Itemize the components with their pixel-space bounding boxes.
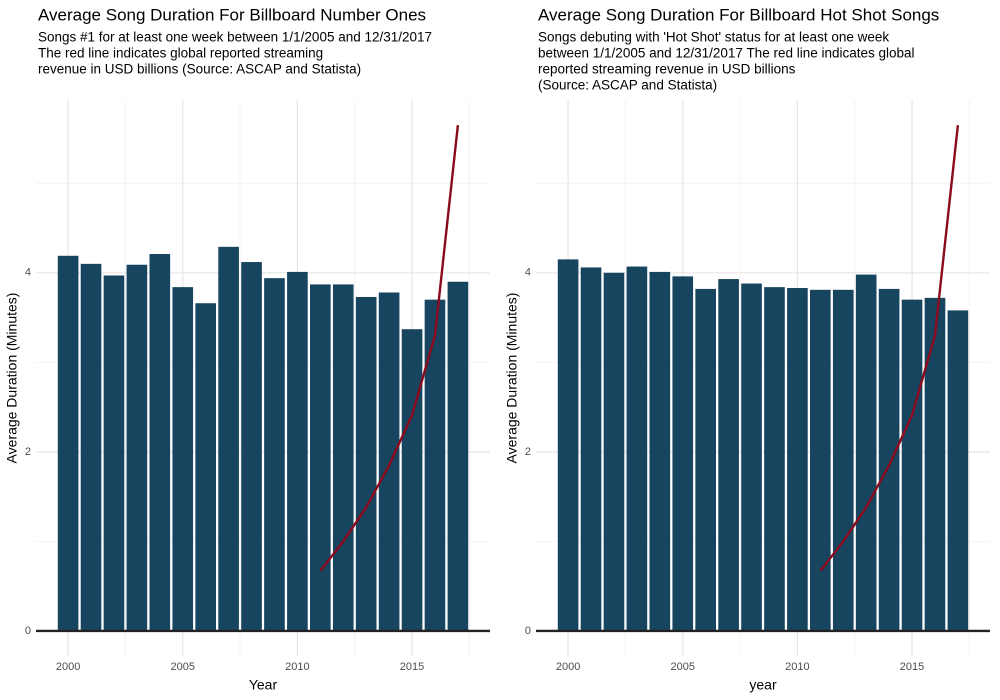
- bar: [649, 271, 671, 631]
- y-tick-label: 2: [25, 446, 31, 458]
- y-axis-title: Average Duration (Minutes): [504, 293, 520, 464]
- y-axis-title: Average Duration (Minutes): [4, 293, 20, 464]
- bar: [718, 279, 739, 631]
- x-tick-label: 2000: [556, 661, 580, 673]
- bar: [424, 299, 446, 631]
- bar: [901, 299, 923, 631]
- bar: [149, 253, 171, 631]
- bar: [126, 264, 148, 631]
- bar: [218, 246, 239, 631]
- bar: [947, 310, 969, 631]
- bar: [741, 283, 762, 631]
- line: [819, 124, 960, 572]
- bar: [332, 284, 354, 631]
- bar: [264, 278, 285, 631]
- subtitle: revenue in USD billions (Source: ASCAP a…: [38, 62, 361, 77]
- x-tick-label: 2000: [56, 661, 80, 673]
- bar: [378, 292, 400, 631]
- bar: [672, 276, 694, 631]
- subtitle: (Source: ASCAP and Statista): [538, 78, 717, 93]
- x-tick-label: 2005: [171, 661, 195, 673]
- y-tick-label: 0: [525, 625, 531, 637]
- bar: [57, 255, 79, 631]
- x-tick-label: 2005: [671, 661, 695, 673]
- subtitle: reported streaming revenue in USD billio…: [538, 62, 796, 77]
- chart-title: Average Song Duration For Billboard Numb…: [38, 5, 426, 24]
- subtitle: between 1/1/2005 and 12/31/2017 The red …: [538, 46, 915, 61]
- chart-title: Average Song Duration For Billboard Hot …: [538, 5, 939, 24]
- x-tick-label: 2015: [400, 661, 424, 673]
- line: [319, 124, 460, 572]
- subtitle: The red line indicates global reported s…: [38, 46, 323, 61]
- y-tick-label: 4: [525, 267, 531, 279]
- bar: [603, 272, 625, 631]
- y-tick-label: 2: [525, 446, 531, 458]
- bar: [626, 266, 648, 631]
- bar: [855, 274, 877, 631]
- bar: [832, 289, 854, 631]
- bar: [287, 271, 308, 631]
- bar: [355, 296, 377, 631]
- bar: [764, 287, 785, 631]
- bar: [310, 284, 331, 631]
- y-tick-label: 4: [25, 267, 31, 279]
- subtitle: Songs debuting with 'Hot Shot' status fo…: [538, 30, 889, 45]
- x-tick-label: 2010: [285, 661, 309, 673]
- bar: [924, 297, 946, 631]
- bar: [787, 288, 808, 631]
- y-tick-label: 0: [25, 625, 31, 637]
- subtitle: Songs #1 for at least one week between 1…: [38, 30, 432, 45]
- bar: [195, 303, 216, 631]
- bar: [401, 329, 423, 631]
- bar: [878, 288, 900, 631]
- bar: [80, 263, 102, 631]
- bar: [810, 289, 831, 631]
- bar: [695, 288, 716, 631]
- x-tick-label: 2015: [900, 661, 924, 673]
- x-tick-label: 2010: [785, 661, 809, 673]
- bar: [241, 262, 262, 631]
- x-axis-title: Year: [249, 677, 278, 693]
- x-axis-title: year: [749, 677, 777, 693]
- bar: [580, 267, 602, 631]
- bar: [172, 287, 194, 631]
- bar: [557, 259, 579, 631]
- bar: [103, 275, 125, 631]
- bar: [447, 281, 469, 631]
